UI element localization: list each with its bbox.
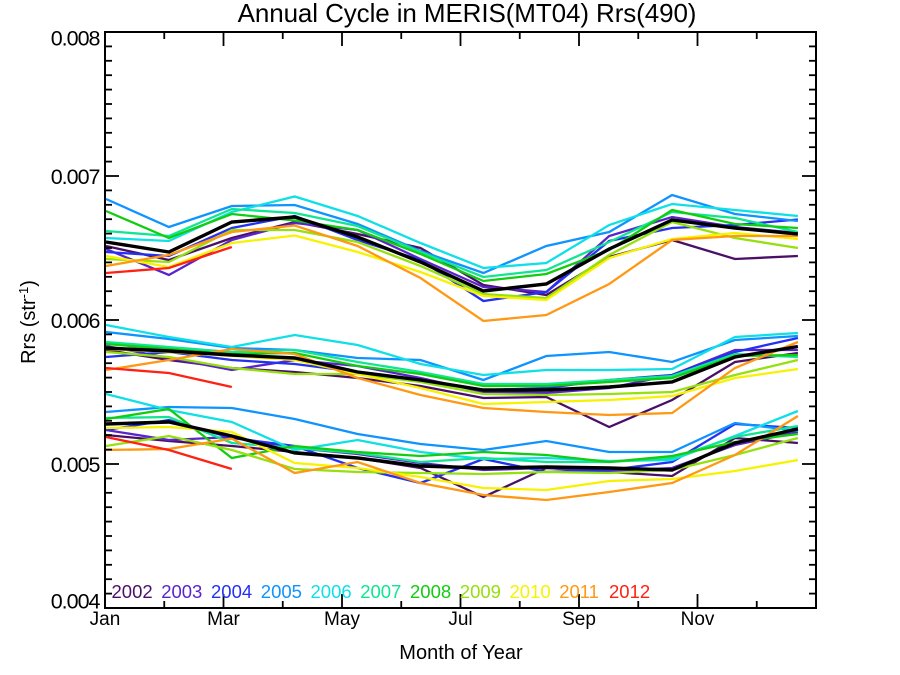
svg-text:2004: 2004: [211, 581, 252, 602]
svg-text:2010: 2010: [510, 581, 551, 602]
svg-text:Jan: Jan: [90, 609, 121, 630]
svg-text:Nov: Nov: [681, 609, 715, 630]
svg-text:2009: 2009: [460, 581, 501, 602]
svg-text:2008: 2008: [410, 581, 451, 602]
svg-text:2006: 2006: [311, 581, 352, 602]
svg-text:2007: 2007: [360, 581, 401, 602]
svg-text:0.007: 0.007: [51, 165, 100, 189]
svg-text:May: May: [324, 609, 360, 630]
svg-text:0.008: 0.008: [51, 26, 101, 50]
svg-text:Jul: Jul: [448, 609, 472, 630]
svg-text:2002: 2002: [112, 581, 153, 602]
svg-text:Month of Year: Month of Year: [399, 642, 523, 664]
svg-text:0.006: 0.006: [51, 309, 101, 333]
svg-text:2005: 2005: [261, 581, 302, 602]
svg-text:Annual Cycle in MERIS(MT04) Rr: Annual Cycle in MERIS(MT04) Rrs(490): [238, 0, 697, 28]
svg-text:0.005: 0.005: [51, 453, 101, 477]
svg-text:0.004: 0.004: [51, 590, 101, 614]
svg-text:2011: 2011: [559, 581, 599, 602]
svg-text:Mar: Mar: [207, 609, 240, 630]
svg-text:2003: 2003: [161, 581, 202, 602]
svg-text:Sep: Sep: [562, 609, 596, 630]
svg-text:2012: 2012: [609, 581, 650, 602]
